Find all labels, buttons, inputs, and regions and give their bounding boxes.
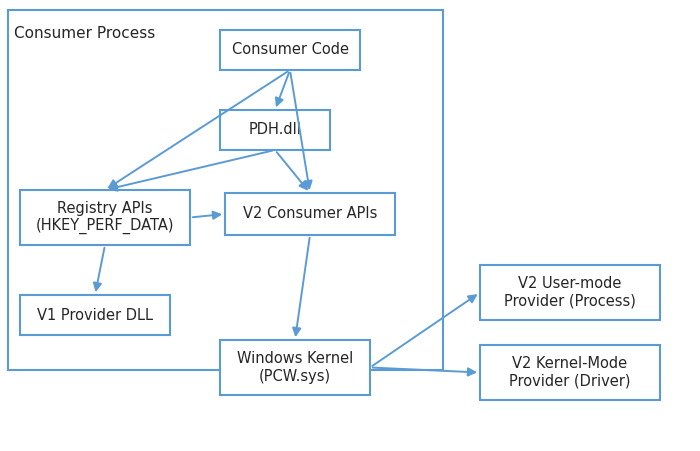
Bar — [220, 30, 360, 70]
Bar — [480, 265, 660, 320]
Bar — [20, 295, 170, 335]
Text: Consumer Code: Consumer Code — [232, 42, 349, 57]
Text: V1 Provider DLL: V1 Provider DLL — [37, 308, 153, 322]
Bar — [220, 110, 330, 150]
Text: Consumer Process: Consumer Process — [14, 26, 155, 41]
Bar — [220, 340, 370, 395]
Bar — [225, 193, 395, 235]
Text: PDH.dll: PDH.dll — [248, 123, 302, 138]
Bar — [480, 345, 660, 400]
Text: Windows Kernel
(PCW.sys): Windows Kernel (PCW.sys) — [237, 351, 353, 384]
Bar — [8, 10, 443, 370]
Text: V2 Kernel-Mode
Provider (Driver): V2 Kernel-Mode Provider (Driver) — [510, 356, 631, 389]
Text: Registry APIs
(HKEY_PERF_DATA): Registry APIs (HKEY_PERF_DATA) — [36, 201, 174, 235]
Bar — [20, 190, 190, 245]
Text: V2 Consumer APIs: V2 Consumer APIs — [243, 207, 377, 221]
Text: V2 User-mode
Provider (Process): V2 User-mode Provider (Process) — [504, 276, 636, 308]
